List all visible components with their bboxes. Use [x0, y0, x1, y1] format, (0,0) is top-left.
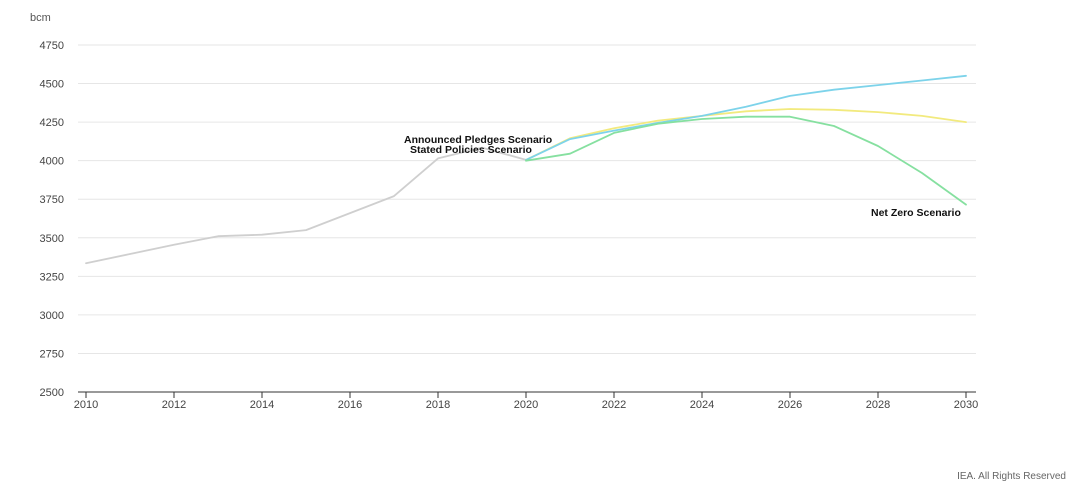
series-lines	[85, 74, 967, 265]
series-line-stated	[525, 108, 967, 161]
stated-policies-label: Stated Policies Scenario	[410, 144, 532, 156]
announced-pledges-label: Announced Pledges Scenario	[404, 134, 552, 146]
x-tick-label-2012: 2012	[162, 399, 186, 411]
y-tick-label-3750: 3750	[40, 194, 64, 206]
y-tick-label-3250: 3250	[40, 271, 64, 283]
x-tick-label-2018: 2018	[426, 399, 450, 411]
x-tick-label-2020: 2020	[514, 399, 538, 411]
x-tick-label-2016: 2016	[338, 399, 362, 411]
series-line-historical	[85, 146, 527, 265]
x-tick-label-2026: 2026	[778, 399, 802, 411]
net-zero-label: Net Zero Scenario	[871, 207, 961, 219]
y-tick-label-3000: 3000	[40, 310, 64, 322]
y-tick-label-4500: 4500	[40, 79, 64, 91]
y-tick-label-3500: 3500	[40, 233, 64, 245]
x-tick-label-2022: 2022	[602, 399, 626, 411]
x-tick-label-2014: 2014	[250, 399, 274, 411]
y-tick-label-4750: 4750	[40, 40, 64, 52]
series-line-announced	[525, 74, 967, 161]
x-tick-label-2010: 2010	[74, 399, 98, 411]
y-axis-unit-label: bcm	[30, 12, 51, 24]
x-tick-label-2028: 2028	[866, 399, 890, 411]
y-tick-label-4000: 4000	[40, 156, 64, 168]
y-tick-label-2500: 2500	[40, 387, 64, 399]
gridlines	[78, 44, 976, 354]
x-tick-label-2024: 2024	[690, 399, 714, 411]
x-tick-label-2030: 2030	[954, 399, 978, 411]
y-tick-label-4250: 4250	[40, 117, 64, 129]
y-tick-label-2750: 2750	[40, 348, 64, 360]
x-axis: 2010 2012 2014 2016 2018 2020 2022 2024 2026 2028…	[74, 391, 978, 411]
series-line-netzero	[525, 115, 967, 206]
y-axis-ticks: 2500 2750 3000 3250 3500 3750 4000 4250 4500 4750	[40, 40, 64, 399]
credit-text: IEA. All Rights Reserved	[957, 471, 1066, 482]
